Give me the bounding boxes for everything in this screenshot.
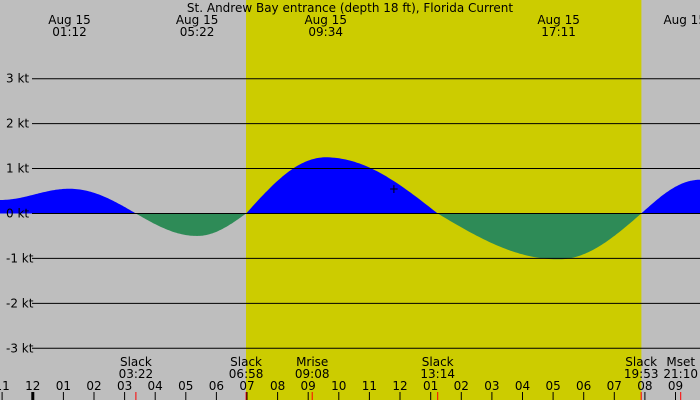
ebb-area [135, 213, 247, 236]
hour-tick-label: 08 [637, 379, 652, 393]
top-time-label: 01:12 [52, 25, 87, 39]
event-labels: Slack03:22Slack06:58Mrise09:08Slack13:14… [119, 355, 698, 400]
marker-layer: + [389, 182, 399, 196]
event-time: 09:08 [295, 367, 330, 381]
hour-tick-label: 03 [117, 379, 132, 393]
hour-tick-label: 11 [362, 379, 377, 393]
event-name: Slack [625, 355, 657, 369]
flood-area [641, 179, 700, 214]
plus-marker: + [389, 182, 399, 196]
hour-tick-label: 06 [576, 379, 591, 393]
y-tick-label: 1 kt [6, 162, 29, 176]
event-name: Slack [230, 355, 262, 369]
event-time: 06:58 [229, 367, 264, 381]
event-name: Mset [666, 355, 695, 369]
flood-area [0, 188, 136, 214]
event-name: Mrise [296, 355, 328, 369]
current-area-layer [0, 157, 700, 260]
hour-tick-label: 10 [331, 379, 346, 393]
hour-tick-label: 01 [56, 379, 71, 393]
hour-tick-label: 03 [484, 379, 499, 393]
hour-tick-label: 05 [545, 379, 560, 393]
y-tick-label: -3 kt [6, 341, 34, 355]
ebb-area [437, 213, 642, 260]
event-time: 13:14 [420, 367, 455, 381]
top-time-label: 09:34 [308, 25, 343, 39]
hour-axis: 11 12 01 02 03 04 05 06 07 08 09 10 11 12 01 02 03 04 05 06… [0, 379, 683, 400]
hour-tick-label: 08 [270, 379, 285, 393]
hour-tick-label: 05 [178, 379, 193, 393]
top-date-label: Aug 15 [176, 13, 219, 27]
hour-tick-label: 06 [209, 379, 224, 393]
hour-tick-label: 09 [301, 379, 316, 393]
hour-tick-label: 07 [239, 379, 254, 393]
y-tick-label: 3 kt [6, 72, 29, 86]
top-date-label: Aug 15 [48, 13, 91, 27]
event-name: Slack [422, 355, 454, 369]
top-date-label: Aug 15 [663, 13, 700, 27]
hour-tick-label: 07 [607, 379, 622, 393]
event-time: 19:53 [624, 367, 659, 381]
hour-tick-label: 12 [392, 379, 407, 393]
hour-tick-label: 12 [25, 379, 40, 393]
hour-tick-label: 04 [515, 379, 530, 393]
event-name: Slack [120, 355, 152, 369]
y-tick-label: 0 kt [6, 207, 29, 221]
y-tick-label: 2 kt [6, 117, 29, 131]
hour-tick-label: 01 [423, 379, 438, 393]
top-date-label: Aug 15 [304, 13, 347, 27]
hour-tick-label: 04 [148, 379, 163, 393]
hour-tick-label: 02 [86, 379, 101, 393]
hour-tick-label: 11 [0, 379, 10, 393]
event-time: 03:22 [119, 367, 154, 381]
y-tick-label: -2 kt [6, 296, 34, 310]
y-tick-label: -1 kt [6, 251, 34, 265]
hour-tick-label: 09 [668, 379, 683, 393]
chart-title: St. Andrew Bay entrance (depth 18 ft), F… [187, 1, 513, 15]
top-time-label: 05:22 [180, 25, 215, 39]
top-date-label: Aug 15 [537, 13, 580, 27]
flood-area [246, 157, 438, 214]
top-time-label: 17:11 [541, 25, 576, 39]
grid-layer: 3 kt 2 kt 1 kt 0 kt -1 kt -2 kt -3 kt [6, 72, 700, 355]
event-time: 21:10 [663, 367, 698, 381]
hour-tick-label: 02 [454, 379, 469, 393]
